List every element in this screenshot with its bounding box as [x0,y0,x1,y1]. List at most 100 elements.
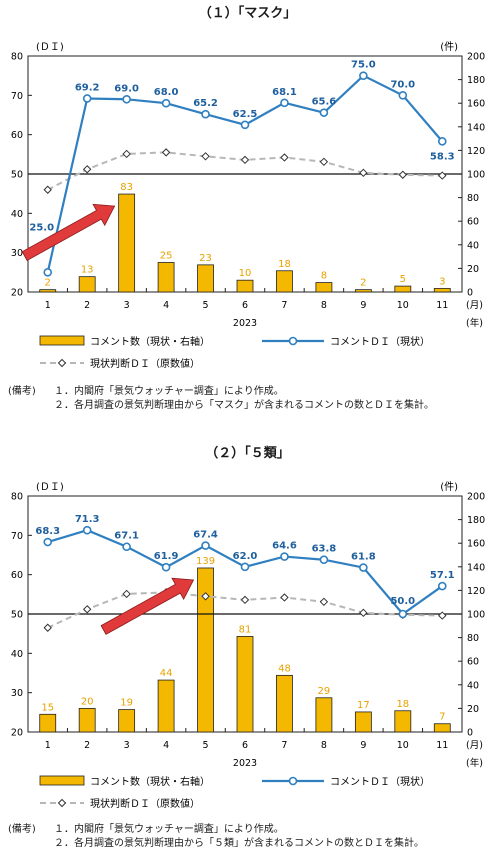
x-unit-month: (月) [466,300,483,311]
left-tick-label: 20 [11,728,23,739]
survey-di-point [201,592,210,601]
survey-di-point [240,155,250,165]
comment-count-label: 81 [239,624,252,635]
comment-di-point [201,541,210,550]
comment-di-label: 25.0 [29,222,54,233]
right-tick-label: 200 [467,492,485,503]
comment-di-label: 68.1 [272,87,297,98]
note-1: １．内閣府「景気ウォッチャー調査」により作成。 [54,824,284,835]
legend-bar-label: コメント数（現状・右軸） [90,335,210,348]
left-axis-title: (ＤＩ) [36,482,64,493]
comment-count-label: 20 [81,696,94,707]
x-axis-year-label: 2023 [233,318,257,329]
comment-count-bar [433,288,451,293]
comment-count-label: 8 [321,271,327,282]
comment-count-label: 5 [400,274,406,285]
right-tick-label: 120 [467,586,485,597]
left-tick-label: 30 [11,688,23,699]
comment-di-label: 62.5 [233,109,258,120]
chart-title: （２）「５類」 [205,446,290,461]
comment-di-point [398,609,408,619]
comment-di-point [82,94,92,103]
left-tick-label: 40 [11,649,23,660]
comment-count-label: 15 [41,702,54,713]
comment-count-label: 2 [45,278,51,289]
comment-count-bar [197,264,214,293]
comment-di-point [122,542,131,552]
comment-count-label: 10 [239,268,252,279]
comment-di-label: 58.3 [430,151,455,162]
right-tick-label: 180 [467,75,485,86]
comment-count-bar [433,723,451,733]
x-tick-label: 1 [45,740,51,751]
comment-di-point [43,268,53,277]
comment-di-point [398,91,408,100]
comment-di-point [161,562,171,572]
comment-count-bar [354,711,372,733]
left-axis-title: (ＤＩ) [36,42,64,53]
comment-di-point [280,552,289,561]
comment-di-label: 68.0 [154,87,179,98]
right-tick-label: 20 [467,264,479,275]
notes: (備考) １．内閣府「景気ウォッチャー調査」により作成。 ２．各月調査の景気判断理… [8,385,434,413]
comment-count-label: 83 [120,182,133,193]
survey-di-point [280,153,289,162]
comment-di-label: 68.3 [35,526,60,537]
left-tick-label: 20 [11,288,23,299]
right-tick-label: 60 [467,657,479,668]
comment-di-label: 61.9 [154,551,179,562]
comment-di-label: 50.0 [390,596,415,607]
x-unit-year: (年) [466,317,483,329]
right-tick-label: 140 [467,122,485,133]
x-tick-label: 1 [45,300,51,311]
survey-di-point [280,593,289,602]
survey-di-point [319,597,329,607]
comment-count-label: 48 [278,663,291,674]
comment-count-bar [78,707,96,733]
comment-count-label: 17 [357,700,370,711]
comment-count-label: 139 [196,556,215,567]
left-tick-label: 50 [11,170,23,181]
notes-label: (備考) [8,386,36,397]
left-tick-label: 80 [11,492,23,503]
comment-di-point [437,137,447,146]
x-tick-label: 8 [321,300,327,311]
left-tick-label: 60 [11,570,23,581]
left-tick-label: 80 [11,52,23,63]
comment-count-bar [39,289,57,293]
right-tick-label: 40 [467,240,479,251]
survey-di-point [398,170,408,179]
chart-title: （１）「マスク」 [198,6,297,21]
x-unit-year: (年) [466,757,483,769]
comment-count-label: 25 [160,251,173,262]
x-tick-label: 2 [84,740,90,751]
chart-svg: (ＤＩ) (件)203040506070800204060801001201401… [11,481,485,810]
right-tick-label: 140 [467,562,485,573]
x-tick-label: 4 [163,740,169,751]
comment-di-point [82,525,92,535]
survey-di-point [438,611,447,620]
survey-di-point [319,157,329,167]
comment-count-bar [157,679,175,733]
comment-count-bar [394,710,412,733]
survey-di-point [43,623,52,632]
comment-di-point [161,98,171,108]
right-tick-label: 40 [467,680,479,691]
comment-count-label: 18 [278,259,291,270]
x-tick-label: 11 [436,740,448,751]
right-tick-label: 160 [467,539,485,550]
comment-di-label: 70.0 [390,79,415,90]
highlight-arrow [100,577,195,635]
comment-count-label: 44 [160,668,173,679]
right-tick-label: 0 [467,728,473,739]
survey-di-point [438,171,447,180]
comment-di-label: 71.3 [75,514,100,525]
x-unit-month: (月) [466,740,483,751]
highlight-arrow [21,203,116,261]
right-tick-label: 60 [467,217,479,228]
survey-di-point [82,605,92,614]
comment-di-label: 69.0 [114,83,139,94]
right-tick-label: 0 [467,288,473,299]
comment-di-point [122,94,131,104]
x-tick-label: 4 [163,300,169,311]
